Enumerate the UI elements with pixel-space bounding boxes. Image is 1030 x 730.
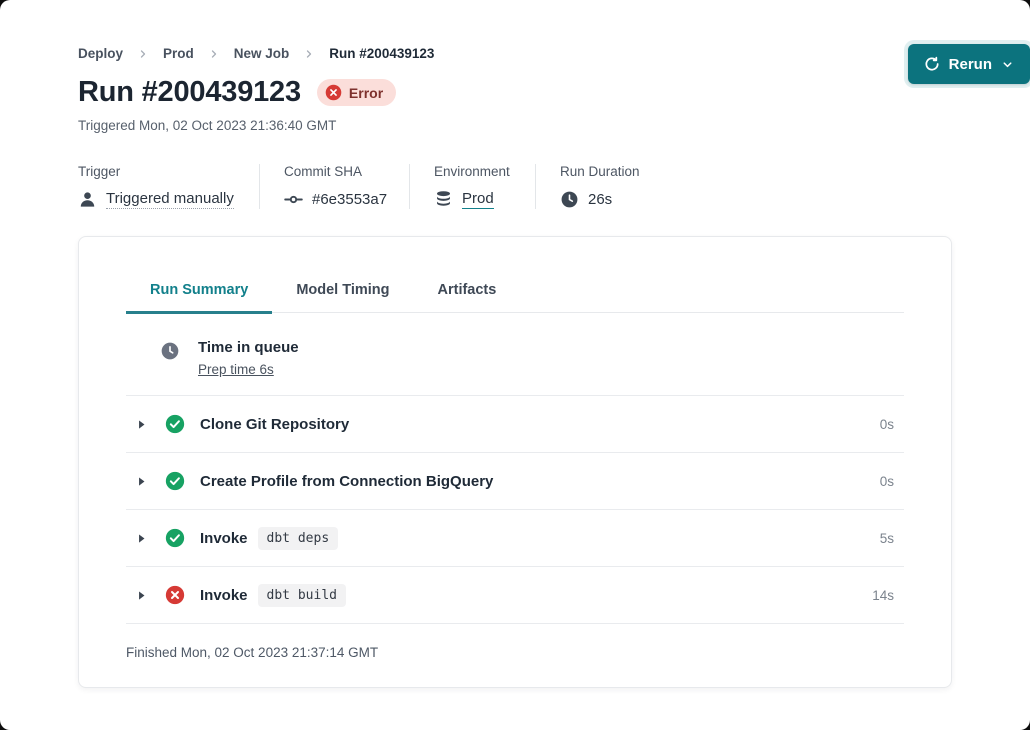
error-circle-icon — [325, 84, 342, 101]
database-icon — [434, 190, 453, 209]
refresh-icon — [924, 56, 940, 72]
step-title: Invoke — [200, 529, 248, 547]
breadcrumb-prod[interactable]: Prod — [163, 46, 194, 61]
meta-commit-label: Commit SHA — [284, 164, 363, 179]
run-meta-row: Trigger Triggered manually Commit SHA #6… — [78, 164, 952, 209]
run-detail-page: Deploy Prod New Job Run #200439123 Run #… — [78, 44, 1030, 688]
step-duration: 5s — [879, 530, 894, 546]
commit-icon — [284, 190, 303, 209]
meta-trigger-label: Trigger — [78, 164, 121, 179]
trigger-value[interactable]: Triggered manually — [106, 190, 234, 209]
page-title: Run #200439123 — [78, 76, 301, 108]
meta-environment-label: Environment — [434, 164, 510, 179]
tab-artifacts[interactable]: Artifacts — [437, 282, 497, 298]
time-in-queue-row: Time in queue Prep time 6s — [126, 313, 904, 396]
command-chip: dbt deps — [257, 526, 339, 550]
time-in-queue-content: Time in queue Prep time 6s — [198, 339, 299, 379]
triggered-timestamp: Triggered Mon, 02 Oct 2023 21:36:40 GMT — [78, 118, 337, 133]
success-icon — [165, 528, 185, 548]
environment-link[interactable]: Prod — [462, 190, 494, 209]
command-chip: dbt build — [257, 583, 346, 607]
step-duration: 14s — [872, 587, 894, 603]
chevron-right-icon — [303, 48, 315, 60]
breadcrumb-deploy[interactable]: Deploy — [78, 46, 124, 61]
rerun-button-label: Rerun — [948, 55, 992, 73]
step-title: Clone Git Repository — [200, 415, 350, 433]
clock-icon — [560, 190, 579, 209]
time-in-queue-title: Time in queue — [198, 339, 299, 356]
commit-sha-value: #6e3553a7 — [312, 191, 388, 208]
step-duration: 0s — [879, 416, 894, 432]
error-status-badge: Error — [316, 79, 397, 106]
chevron-right-icon — [137, 48, 149, 60]
person-icon — [78, 190, 97, 209]
success-icon — [165, 414, 185, 434]
step-title: Invoke — [200, 586, 248, 604]
caret-right-icon[interactable] — [135, 589, 148, 602]
breadcrumb-current-run: Run #200439123 — [329, 46, 435, 61]
caret-right-icon[interactable] — [135, 475, 148, 488]
finished-timestamp: Finished Mon, 02 Oct 2023 21:37:14 GMT — [126, 645, 379, 660]
run-duration-value: 26s — [588, 191, 613, 208]
meta-run-duration: Run Duration 26s — [535, 164, 665, 209]
prep-time-link[interactable]: Prep time 6s — [198, 362, 274, 377]
breadcrumb-new-job[interactable]: New Job — [233, 46, 290, 61]
step-row-clone-git[interactable]: Clone Git Repository 0s — [126, 396, 904, 453]
tab-bar: Run Summary Model Timing Artifacts — [126, 270, 904, 314]
caret-right-icon[interactable] — [135, 418, 148, 431]
meta-commit-sha: Commit SHA #6e3553a7 — [259, 164, 409, 209]
chevron-down-icon[interactable] — [1001, 58, 1014, 71]
chevron-right-icon — [208, 48, 220, 60]
step-row-invoke-dbt-build[interactable]: Invoke dbt build 14s — [126, 567, 904, 624]
meta-trigger: Trigger Triggered manually — [78, 164, 259, 209]
step-row-invoke-dbt-deps[interactable]: Invoke dbt deps 5s — [126, 510, 904, 567]
tab-model-timing[interactable]: Model Timing — [296, 282, 390, 298]
error-icon — [165, 585, 185, 605]
rerun-button[interactable]: Rerun — [907, 44, 1030, 84]
breadcrumb: Deploy Prod New Job Run #200439123 — [78, 46, 952, 61]
meta-duration-label: Run Duration — [560, 164, 640, 179]
meta-environment: Environment Prod — [409, 164, 535, 209]
run-summary-card: Run Summary Model Timing Artifacts Time … — [78, 236, 952, 688]
success-icon — [165, 471, 185, 491]
tab-run-summary[interactable]: Run Summary — [126, 270, 273, 314]
step-title: Create Profile from Connection BigQuery — [200, 472, 494, 490]
step-duration: 0s — [879, 473, 894, 489]
clock-icon — [160, 341, 180, 361]
caret-right-icon[interactable] — [135, 532, 148, 545]
step-row-create-profile[interactable]: Create Profile from Connection BigQuery … — [126, 453, 904, 510]
error-badge-label: Error — [348, 84, 384, 101]
title-row: Run #200439123 Error — [78, 76, 952, 109]
